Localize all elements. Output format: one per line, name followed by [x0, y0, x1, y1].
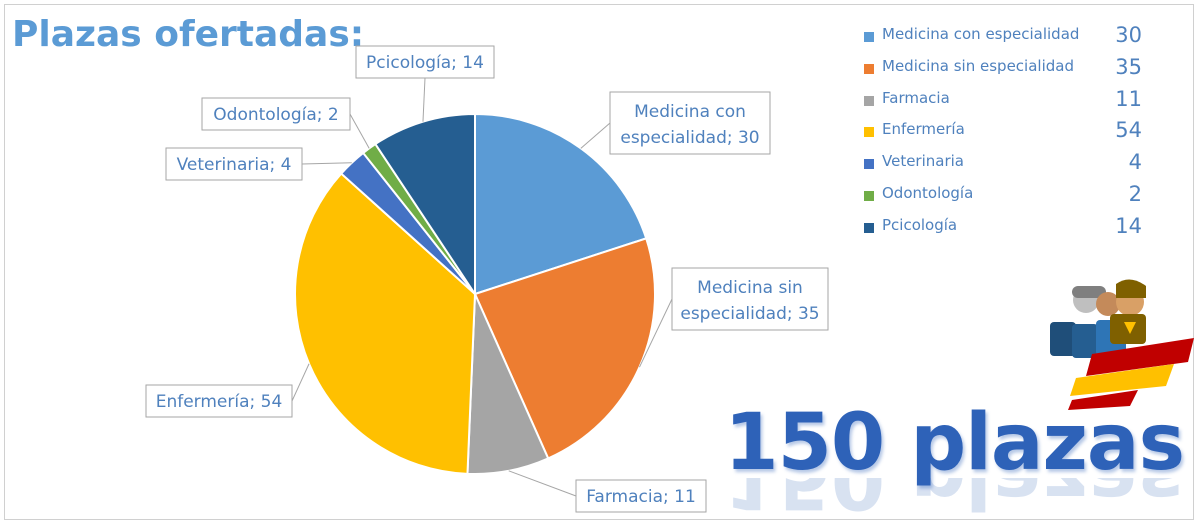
callout-leader-lines [291, 77, 673, 497]
legend-item: Pcicología 14 [864, 213, 1154, 245]
leader-line [349, 113, 370, 149]
legend-value: 11 [1115, 86, 1142, 111]
data-label: Enfermería; 54 [156, 392, 283, 412]
data-label: Veterinaria; 4 [177, 155, 292, 175]
legend-swatch [864, 63, 874, 74]
data-label: Medicina sin especialidad; 35 [680, 278, 819, 324]
legend-swatch [864, 222, 874, 233]
leader-line [301, 162, 352, 165]
legend-value: 2 [1128, 181, 1142, 206]
data-label-box [671, 267, 829, 331]
legend-item: Veterinaria 4 [864, 149, 1154, 181]
legend-label: Pcicología [882, 215, 958, 234]
legend-swatch [864, 32, 874, 42]
legend-value: 14 [1115, 213, 1142, 238]
data-label-box [201, 97, 351, 131]
legend-swatch [864, 159, 874, 170]
chart-title: Plazas ofertadas: [12, 14, 365, 55]
total-plazas: 150 plazas [724, 398, 1185, 488]
data-label-box [145, 384, 293, 418]
total-plazas-reflection-text: 150 plazas [724, 478, 1184, 518]
legend-swatch [864, 190, 874, 201]
pie-slices [294, 112, 656, 475]
legend-value: 30 [1115, 23, 1142, 47]
legend: Medicina con especialidad 30 Medicina si… [864, 22, 1154, 245]
data-label: Medicina con especialidad; 30 [620, 102, 759, 148]
pie-slice [294, 172, 477, 475]
legend-label: Farmacia [882, 88, 950, 107]
legend-item: Farmacia 11 [864, 86, 1154, 118]
legend-value: 54 [1115, 118, 1142, 143]
legend-item: Enfermería 54 [864, 117, 1154, 149]
data-label: Farmacia; 11 [586, 487, 696, 507]
data-label: Pcicología; 14 [366, 53, 484, 73]
pie-slice [474, 112, 648, 296]
total-plazas-reflection: 150 plazas [724, 478, 1184, 518]
legend-swatch [864, 95, 874, 106]
leader-line [508, 470, 577, 497]
data-label-box [609, 91, 771, 155]
legend-item: Odontología 2 [864, 181, 1154, 213]
leader-line [580, 122, 611, 149]
legend-label: Medicina sin especialidad [882, 56, 1074, 75]
legend-item: Medicina con especialidad 30 [864, 22, 1154, 54]
leader-line [422, 77, 426, 122]
legend-label: Veterinaria [882, 152, 964, 171]
leader-line [638, 298, 673, 368]
legend-label: Enfermería [882, 120, 965, 139]
legend-swatch [864, 127, 874, 138]
data-label-callouts: Medicina con especialidad; 30 Medicina sin… [145, 45, 829, 513]
legend-label: Odontología [882, 183, 974, 202]
legend-label: Medicina con especialidad [882, 25, 1080, 43]
data-label: Odontología; 2 [213, 105, 338, 125]
data-label-box [165, 147, 303, 181]
legend-item: Medicina sin especialidad 35 [864, 54, 1154, 86]
legend-value: 35 [1115, 54, 1142, 79]
data-label-box [355, 45, 495, 79]
leader-line [291, 363, 310, 402]
chart-frame [4, 4, 1194, 520]
military-health-emblem-icon [1050, 279, 1194, 410]
data-label-box [575, 479, 707, 513]
legend-value: 4 [1128, 150, 1142, 175]
